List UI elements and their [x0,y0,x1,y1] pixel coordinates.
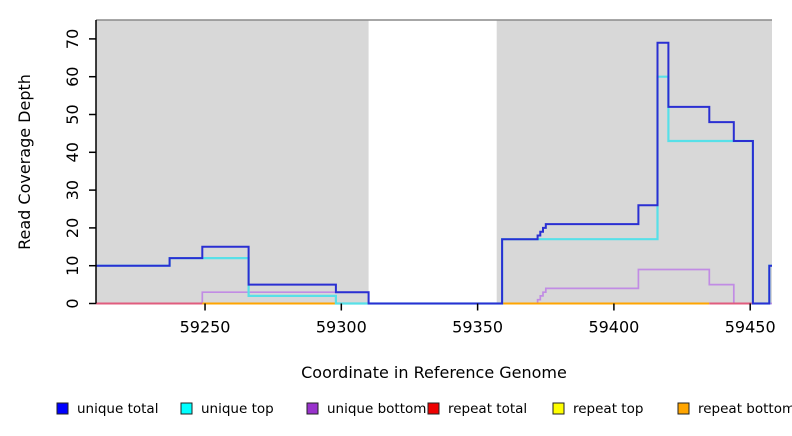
x-tick-label: 59300 [316,318,367,337]
legend-label-repeat-top: repeat top [573,401,643,417]
x-tick-label: 59450 [725,318,776,337]
x-axis-label: Coordinate in Reference Genome [301,363,567,382]
y-tick-label: 50 [63,104,82,124]
plot-panel-background [96,19,772,304]
y-tick-label: 70 [63,29,82,49]
x-tick-label: 59350 [452,318,503,337]
series-line-unique-total [96,41,772,305]
y-tick-label: 30 [63,180,82,200]
legend-swatch-unique-top [180,402,193,415]
y-tick-label: 20 [63,218,82,238]
shaded-region [96,20,369,304]
y-axis-label: Read Coverage Depth [15,74,34,250]
y-axis-ticks: 0 10 20 30 40 50 60 70 [63,29,96,309]
x-tick-label: 59250 [180,318,231,337]
y-tick-label: 10 [63,256,82,276]
y-tick-label: 0 [63,298,82,308]
shaded-region [496,20,772,304]
legend: unique total unique top unique bottom repea… [56,401,792,417]
y-tick-label: 40 [63,142,82,162]
legend-swatch-unique-bottom [306,402,319,415]
y-tick-label: 60 [63,67,82,87]
legend-swatch-repeat-bottom [677,402,690,415]
legend-label-repeat-bottom: repeat bottom [698,401,792,417]
legend-label-unique-total: unique total [77,401,158,417]
legend-swatch-repeat-top [552,402,565,415]
x-tick-label: 59400 [588,318,639,337]
legend-label-unique-bottom: unique bottom [327,401,426,417]
legend-swatch-unique-total [56,402,69,415]
x-axis-ticks: 59250 59300 59350 59400 59450 [180,303,776,337]
coverage-step-lines [96,41,772,305]
legend-label-unique-top: unique top [201,401,274,417]
legend-swatch-repeat-total [427,402,440,415]
legend-label-repeat-total: repeat total [448,401,527,417]
